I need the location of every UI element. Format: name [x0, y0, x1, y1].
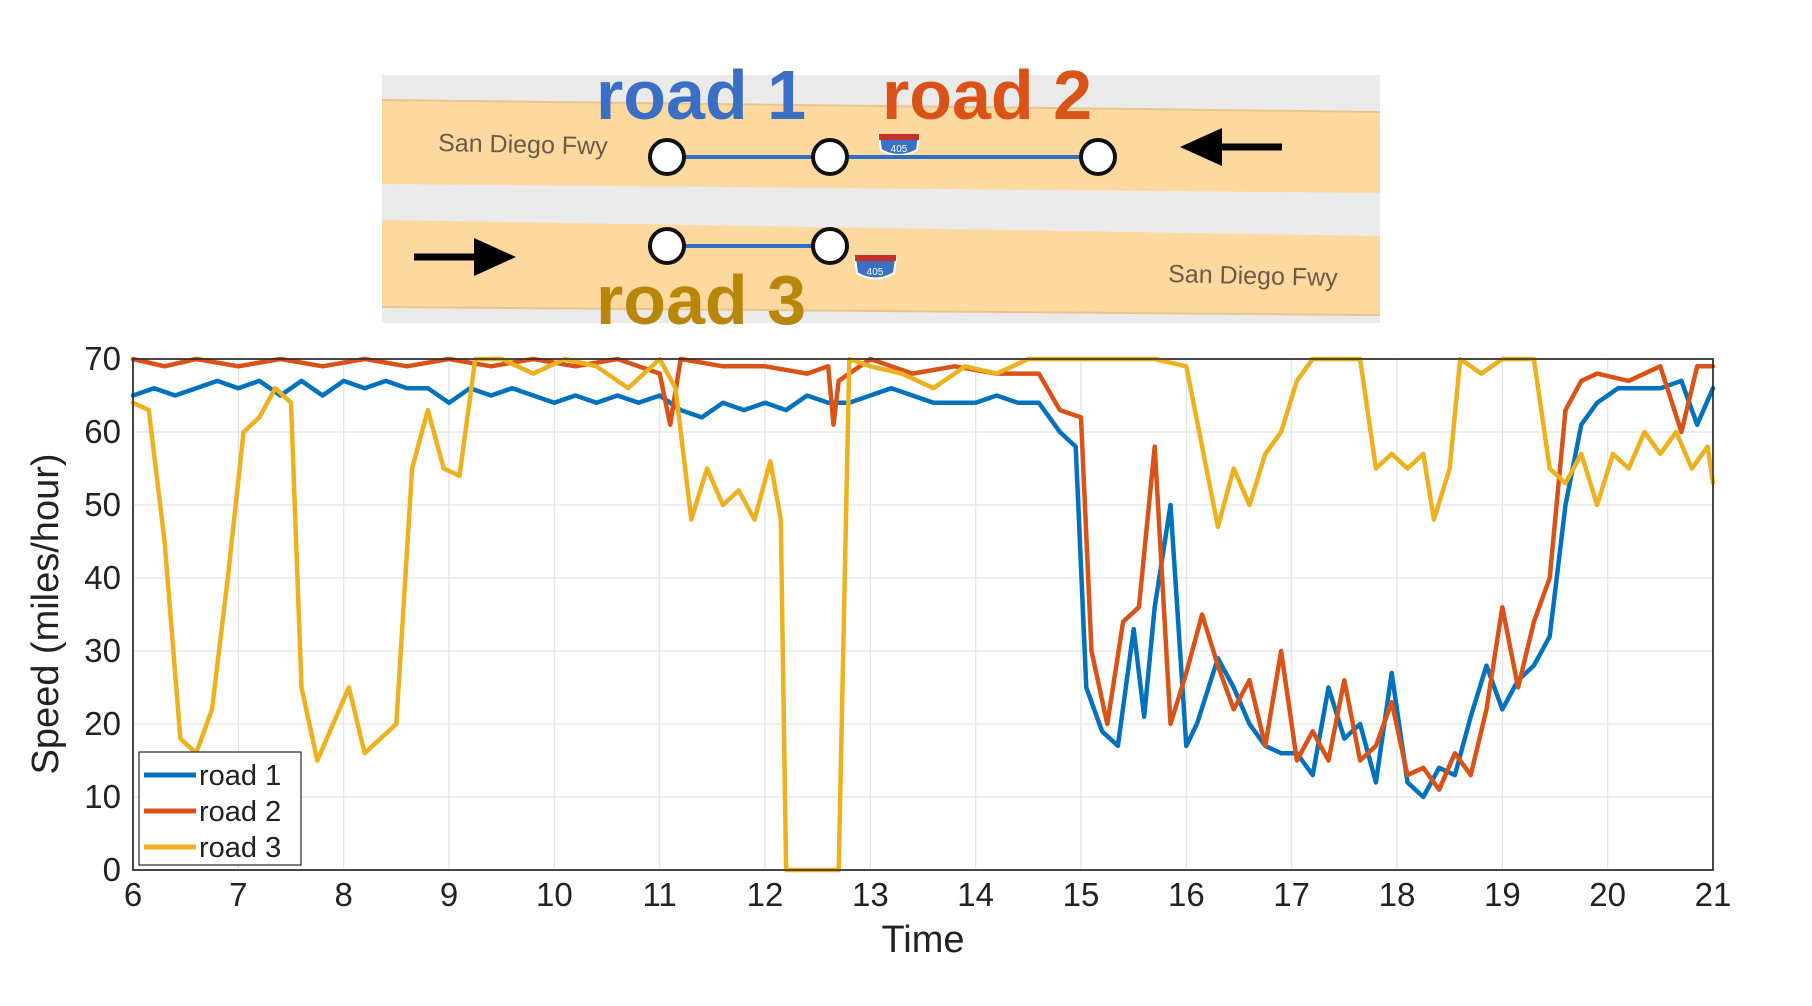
- y-tick-label: 70: [84, 340, 121, 377]
- direction-arrow-right-icon: [414, 238, 516, 276]
- map-inset: San Diego Fwy San Diego Fwy 405 405: [381, 56, 1381, 339]
- series-lines: [130, 356, 1716, 873]
- x-tick-label: 10: [536, 876, 573, 913]
- direction-arrow-left-icon: [1180, 128, 1282, 166]
- x-tick-label: 17: [1273, 876, 1310, 913]
- shield-number-bottom: 405: [867, 267, 884, 278]
- sensor-node: [811, 227, 849, 265]
- series-line-road-2: [130, 356, 1716, 792]
- sensor-node: [811, 138, 849, 176]
- x-tick-label: 19: [1484, 876, 1521, 913]
- y-tick-label: 50: [84, 486, 121, 523]
- freeway-bottom-edge: [381, 306, 1381, 316]
- x-tick-label: 21: [1695, 876, 1732, 913]
- y-tick-label: 10: [84, 778, 121, 815]
- legend-label-road-2: road 2: [199, 796, 281, 828]
- y-tick-label: 0: [103, 851, 121, 888]
- legend-label-road-3: road 3: [199, 832, 281, 864]
- series-line-road-3: [130, 356, 1716, 873]
- x-tick-label: 8: [334, 876, 352, 913]
- interstate-shield-bottom: 405: [853, 255, 898, 280]
- sensor-node: [1079, 138, 1117, 176]
- y-tick-label: 30: [84, 632, 121, 669]
- road-1-label: road 1: [596, 56, 806, 134]
- x-tick-label: 12: [747, 876, 784, 913]
- x-tick-label: 20: [1589, 876, 1626, 913]
- x-tick-label: 7: [229, 876, 247, 913]
- y-tick-label: 20: [84, 705, 121, 742]
- tick-labels: 6 7 8 9 10 11 12 13 14 15 16 17 18 19 20 21 0 10 20 30 40 50 6…: [84, 340, 1731, 913]
- y-tick-label: 40: [84, 559, 121, 596]
- freeway-label-top: San Diego Fwy: [438, 129, 609, 161]
- plot-frame: [132, 358, 1714, 871]
- legend: road 1 road 2 road 3: [138, 751, 302, 866]
- x-tick-label: 11: [643, 876, 677, 913]
- series-line-road-1: [130, 378, 1716, 800]
- x-tick-label: 16: [1168, 876, 1205, 913]
- road-3-label: road 3: [596, 261, 806, 339]
- freeway-label-bottom: San Diego Fwy: [1168, 260, 1339, 292]
- y-axis-title: Speed (miles/hour): [25, 453, 67, 774]
- plot-area: [132, 358, 1714, 871]
- sensor-node: [648, 138, 686, 176]
- x-tick-label: 6: [124, 876, 142, 913]
- legend-label-road-1: road 1: [199, 760, 281, 792]
- x-tick-label: 18: [1379, 876, 1416, 913]
- shield-number-top: 405: [891, 144, 908, 155]
- x-axis-title: Time: [881, 919, 964, 961]
- sensor-node: [648, 227, 686, 265]
- interstate-shield-top: 405: [877, 134, 921, 156]
- x-tick-label: 13: [852, 876, 889, 913]
- x-tick-label: 15: [1063, 876, 1100, 913]
- y-tick-label: 60: [84, 413, 121, 450]
- road-2-label: road 2: [882, 56, 1092, 134]
- chart: 6 7 8 9 10 11 12 13 14 15 16 17 18 19 20 21 0 10 20 30 40 50 6…: [25, 340, 1731, 961]
- freeway-top-edge: [381, 99, 1381, 113]
- x-tick-label: 14: [957, 876, 994, 913]
- x-tick-label: 9: [440, 876, 458, 913]
